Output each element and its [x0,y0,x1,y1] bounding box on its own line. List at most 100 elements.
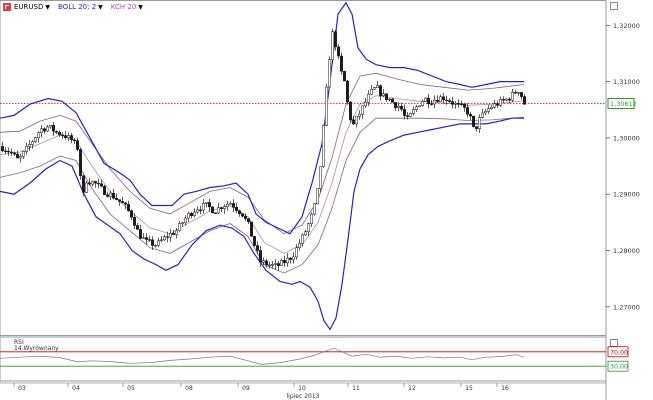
candle-body [418,105,421,107]
candle-body [187,213,190,219]
candle [73,137,76,145]
candle-body [292,256,295,260]
candle-body [463,104,466,108]
candle [265,258,268,268]
candle-body [313,203,316,215]
candle [280,258,283,267]
candle-body [13,152,16,155]
candle [352,115,355,126]
candle-body [208,202,211,208]
current-price-label: 1,30612 [610,100,637,108]
candle [310,212,313,228]
candle [88,177,91,186]
candle-body [307,223,310,233]
candle [403,104,406,120]
candle [247,218,250,224]
candle-body [4,150,7,152]
candle [193,208,196,218]
candle [112,188,115,200]
candle [151,236,154,250]
candle [346,79,349,105]
candle [295,244,298,260]
candle [250,221,253,237]
chevron-down-icon: ▼ [138,3,143,11]
candle [508,97,511,104]
candle [511,88,514,103]
price-tick-label: 1,29000 [613,191,640,199]
candle [520,91,523,100]
candle [343,70,346,82]
chevron-down-icon: ▼ [45,3,50,11]
candle [100,179,103,188]
candle-body [421,101,424,107]
candle [1,141,4,153]
candle-body [205,202,208,204]
chart-toolbar: EURUSD ▼ BOLL 20; 2 ▼ KCH 20 ▼ [0,0,151,14]
candle [199,205,202,215]
candle-body [469,113,472,117]
candle-body [172,233,175,235]
candle [184,215,187,226]
bollinger-indicator-selector[interactable]: BOLL 20; 2 ▼ [58,3,103,11]
candle [196,206,199,215]
candle [283,255,286,267]
candle [361,105,364,119]
candle-body [481,112,484,118]
candle-body [400,106,403,110]
candle [367,90,370,106]
candle [292,252,295,264]
candle-body [331,31,334,60]
candle-body [76,140,79,150]
candle [10,148,13,157]
candle-body [304,231,307,236]
candle [376,80,379,88]
candle [298,239,301,251]
candle-body [148,239,151,241]
maximize-main-chart-icon[interactable] [610,2,618,10]
candle-body [22,151,25,157]
candle-body [1,146,4,152]
candle [289,256,292,264]
candle [157,237,160,248]
keltner-indicator-selector[interactable]: KCH 20 ▼ [111,3,143,11]
candle [319,166,322,193]
candle-body [385,93,388,100]
candle-body [127,203,130,211]
candle [394,101,397,111]
bollinger-middle-line [0,95,525,254]
candle [25,142,28,155]
keltner-indicator-label: KCH 20 [110,3,137,11]
candle [451,97,454,109]
candle-body [88,182,91,185]
candle-body [160,239,163,241]
candle [130,209,133,221]
candle-body [106,194,109,197]
candle-body [28,144,31,147]
candle [304,229,307,236]
candle [523,94,526,105]
candle-body [484,110,487,114]
candle [211,206,214,214]
candle-body [7,150,10,153]
candle-body [34,137,37,142]
candle [349,100,352,124]
symbol-label: EURUSD [14,3,44,11]
symbol-selector[interactable]: EURUSD ▼ [0,3,50,11]
candle [481,108,484,119]
candle-body [508,98,511,101]
candle [301,233,304,247]
candle [373,86,376,90]
candle-body [373,87,376,90]
candle-body [250,221,253,237]
candle [286,253,289,267]
day-tick-label: 05 [127,385,135,392]
candle-body [283,260,286,264]
candle-body [268,264,271,266]
rsi-line [0,347,525,365]
candle-body [37,132,40,138]
candle-body [511,91,514,101]
candle [118,199,121,206]
indicator-bands [0,1,606,331]
candle [313,203,316,216]
